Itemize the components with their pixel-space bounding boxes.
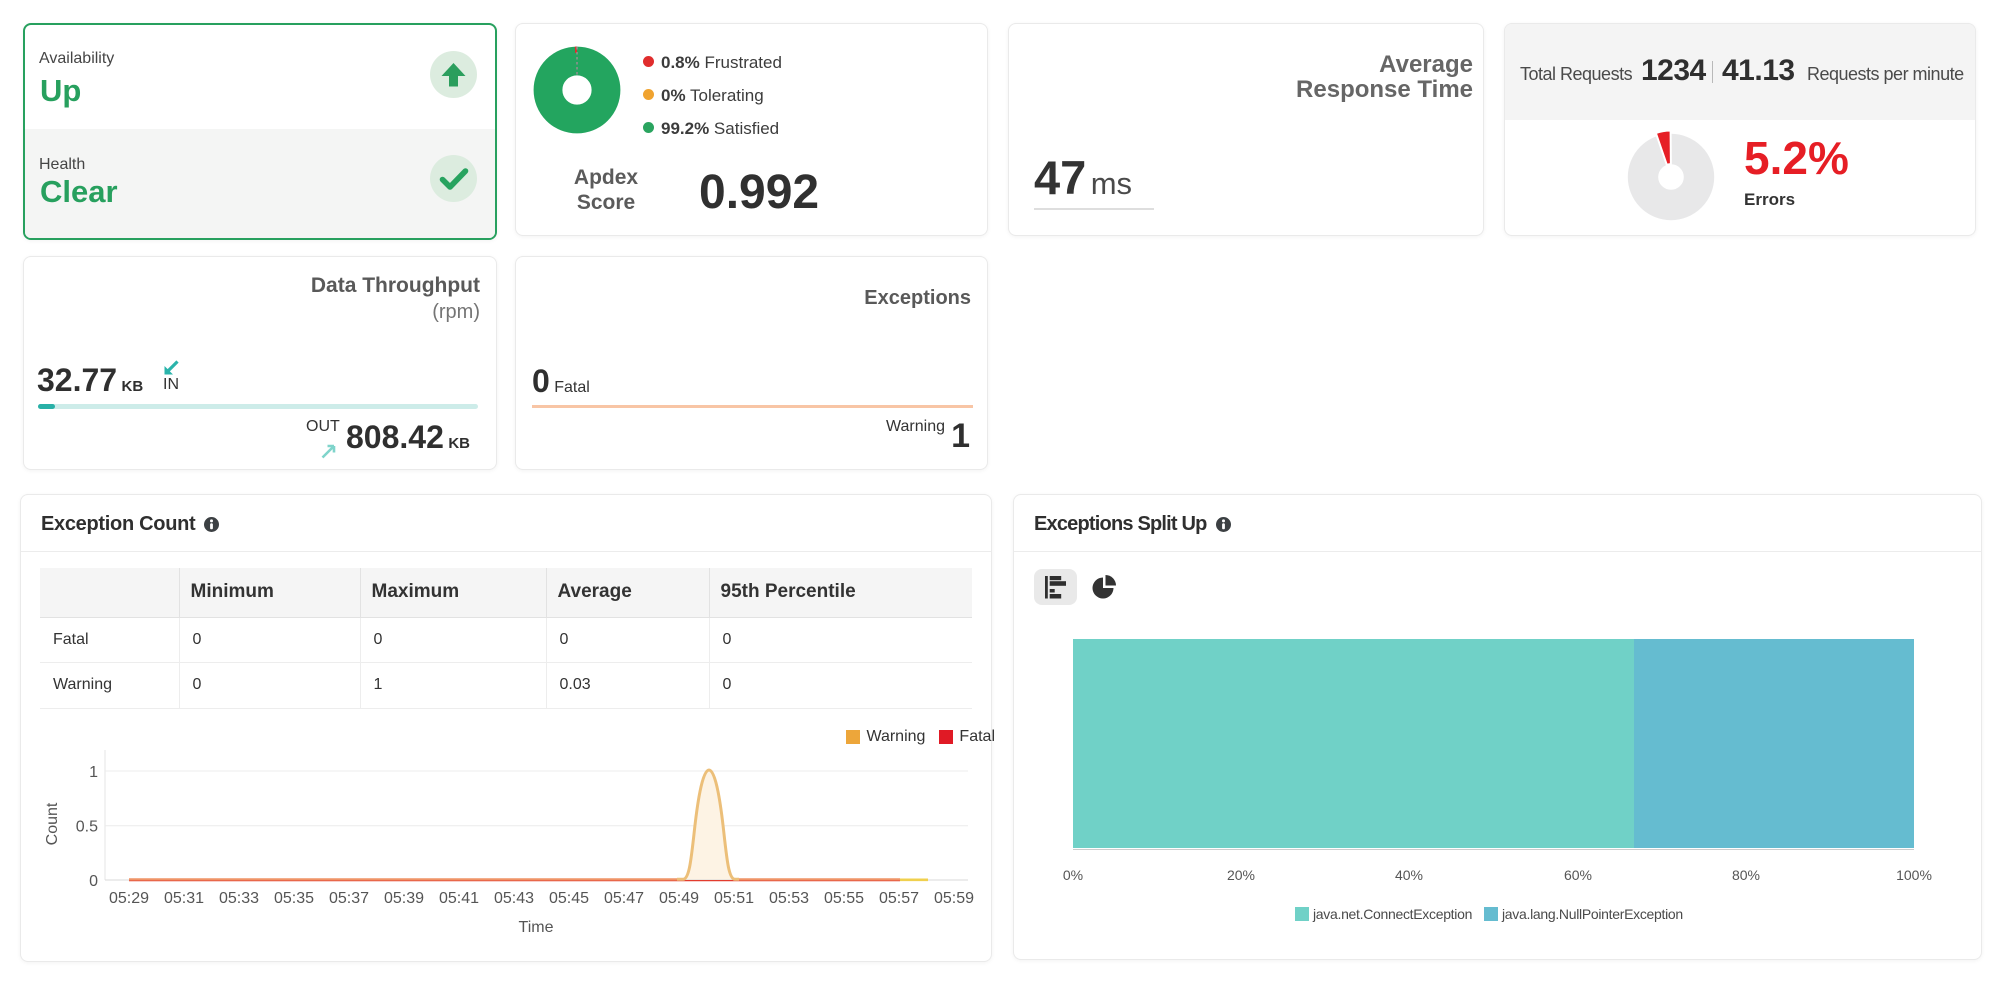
- svg-text:05:55: 05:55: [824, 890, 864, 907]
- svg-text:05:53: 05:53: [769, 890, 809, 907]
- svg-text:05:45: 05:45: [549, 890, 589, 907]
- svg-text:05:35: 05:35: [274, 890, 314, 907]
- svg-text:05:59: 05:59: [934, 890, 974, 907]
- svg-text:05:31: 05:31: [164, 890, 204, 907]
- svg-text:1: 1: [89, 764, 98, 781]
- svg-text:05:29: 05:29: [109, 890, 149, 907]
- svg-text:05:47: 05:47: [604, 890, 644, 907]
- svg-text:05:39: 05:39: [384, 890, 424, 907]
- svg-text:05:37: 05:37: [329, 890, 369, 907]
- svg-text:05:43: 05:43: [494, 890, 534, 907]
- svg-text:05:41: 05:41: [439, 890, 479, 907]
- svg-text:05:57: 05:57: [879, 890, 919, 907]
- svg-text:05:33: 05:33: [219, 890, 259, 907]
- svg-text:Time: Time: [519, 919, 554, 936]
- svg-text:05:49: 05:49: [659, 890, 699, 907]
- svg-text:Count: Count: [44, 802, 61, 845]
- svg-text:05:51: 05:51: [714, 890, 754, 907]
- svg-text:0.5: 0.5: [76, 819, 98, 836]
- svg-text:0: 0: [89, 873, 98, 890]
